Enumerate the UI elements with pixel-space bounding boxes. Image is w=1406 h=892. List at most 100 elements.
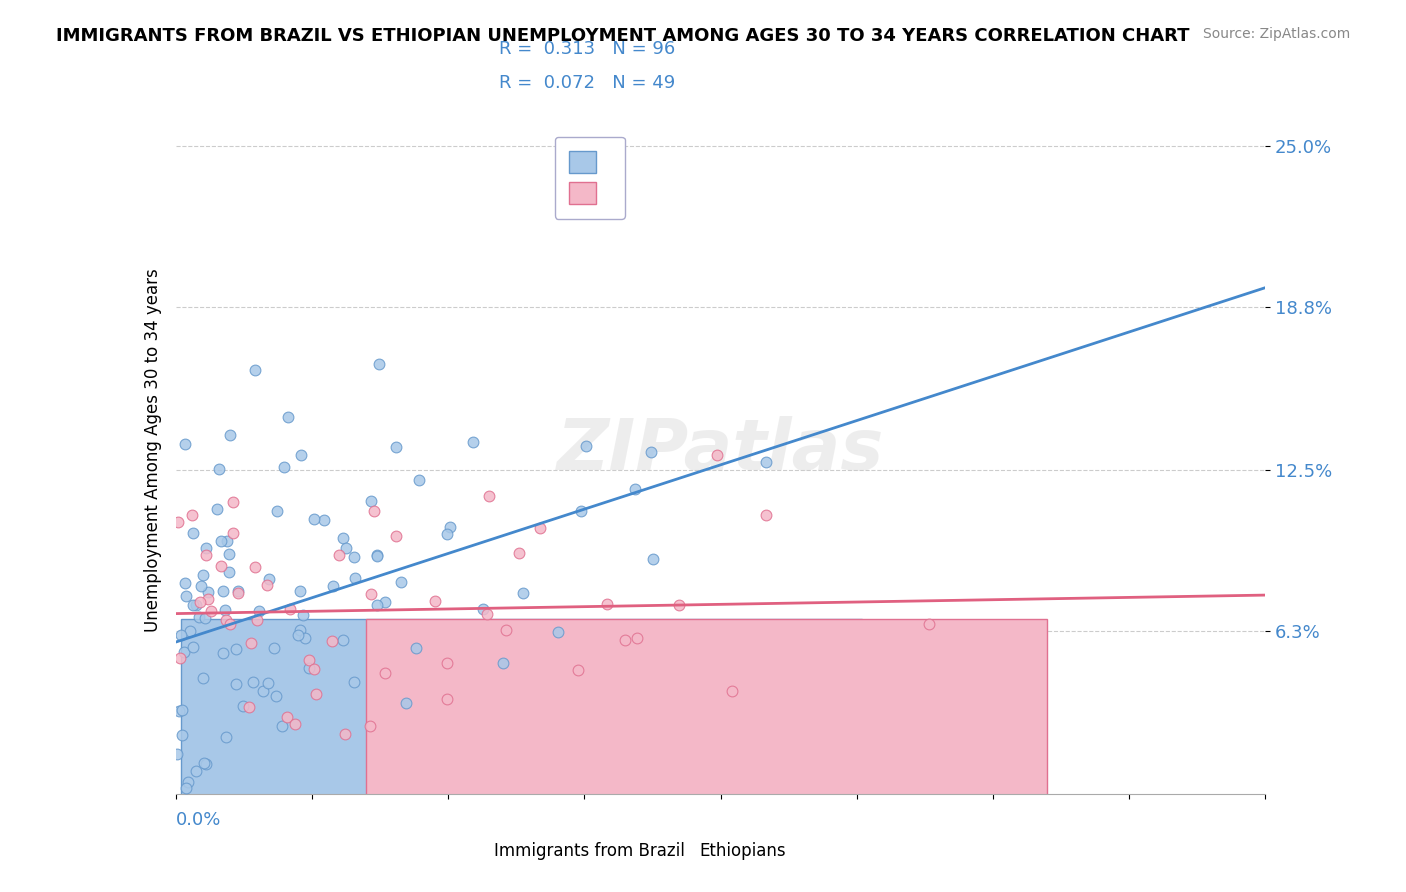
Text: 0.0%: 0.0% — [176, 811, 221, 829]
Ethiopians — [328, 548, 350, 562]
Immigrants from Brazil — [187, 813, 209, 827]
Immigrants from Brazil — [252, 683, 274, 698]
Immigrants from Brazil — [344, 571, 367, 585]
Ethiopians — [475, 607, 498, 621]
Immigrants from Brazil — [366, 549, 388, 563]
Ethiopians — [668, 598, 690, 612]
Immigrants from Brazil — [211, 584, 233, 599]
Immigrants from Brazil — [247, 603, 270, 617]
Ethiopians — [167, 515, 190, 529]
Immigrants from Brazil — [512, 585, 534, 599]
Immigrants from Brazil — [385, 440, 408, 454]
Immigrants from Brazil — [191, 671, 214, 685]
Immigrants from Brazil — [471, 602, 494, 616]
Immigrants from Brazil — [225, 641, 247, 656]
Immigrants from Brazil — [190, 579, 212, 593]
Ethiopians — [200, 605, 222, 619]
Immigrants from Brazil — [215, 534, 238, 549]
Immigrants from Brazil — [271, 719, 294, 733]
Ethiopians — [374, 665, 396, 680]
Ethiopians — [436, 657, 458, 671]
Ethiopians — [240, 636, 263, 650]
Immigrants from Brazil — [194, 541, 217, 555]
Ethiopians — [305, 687, 328, 701]
Ethiopians — [529, 521, 551, 535]
Immigrants from Brazil — [298, 661, 321, 675]
Immigrants from Brazil — [225, 677, 247, 691]
Immigrants from Brazil — [205, 502, 228, 516]
Immigrants from Brazil — [214, 603, 236, 617]
Immigrants from Brazil — [177, 774, 200, 789]
Ethiopians — [614, 633, 637, 648]
Ethiopians — [359, 719, 381, 733]
Immigrants from Brazil — [193, 567, 215, 582]
Immigrants from Brazil — [181, 598, 204, 612]
Immigrants from Brazil — [624, 482, 647, 496]
Ethiopians — [478, 489, 501, 503]
Ethiopians — [298, 653, 321, 667]
Ethiopians — [215, 613, 238, 627]
Immigrants from Brazil — [181, 526, 204, 541]
Immigrants from Brazil — [195, 756, 218, 771]
Immigrants from Brazil — [257, 675, 280, 690]
Text: IMMIGRANTS FROM BRAZIL VS ETHIOPIAN UNEMPLOYMENT AMONG AGES 30 TO 34 YEARS CORRE: IMMIGRANTS FROM BRAZIL VS ETHIOPIAN UNEM… — [56, 27, 1189, 45]
Immigrants from Brazil — [167, 704, 190, 718]
Immigrants from Brazil — [197, 584, 219, 599]
Immigrants from Brazil — [211, 646, 233, 660]
Immigrants from Brazil — [640, 445, 662, 459]
Ethiopians — [256, 578, 278, 592]
Immigrants from Brazil — [166, 747, 188, 761]
Immigrants from Brazil — [395, 696, 418, 710]
Immigrants from Brazil — [228, 813, 250, 827]
Immigrants from Brazil — [287, 627, 309, 641]
Immigrants from Brazil — [292, 608, 315, 623]
Text: ZIPatlas: ZIPatlas — [557, 416, 884, 485]
Immigrants from Brazil — [170, 728, 193, 742]
Immigrants from Brazil — [492, 657, 515, 671]
Immigrants from Brazil — [569, 504, 592, 518]
Immigrants from Brazil — [186, 598, 208, 612]
Ethiopians — [385, 528, 408, 542]
Immigrants from Brazil — [194, 611, 217, 625]
Ethiopians — [246, 614, 269, 628]
Immigrants from Brazil — [179, 624, 201, 639]
Immigrants from Brazil — [173, 576, 195, 591]
Immigrants from Brazil — [257, 572, 280, 586]
Immigrants from Brazil — [174, 589, 197, 603]
Immigrants from Brazil — [242, 674, 264, 689]
Ethiopians — [181, 508, 204, 523]
Ethiopians — [197, 592, 219, 607]
Ethiopians — [595, 597, 617, 611]
Immigrants from Brazil — [405, 640, 427, 655]
Legend: , : , — [554, 136, 626, 219]
Text: Immigrants from Brazil: Immigrants from Brazil — [495, 842, 685, 860]
Immigrants from Brazil — [322, 579, 344, 593]
Immigrants from Brazil — [215, 730, 238, 744]
Ethiopians — [321, 633, 343, 648]
Ethiopians — [211, 558, 233, 573]
Immigrants from Brazil — [186, 764, 208, 779]
Immigrants from Brazil — [366, 548, 388, 562]
Immigrants from Brazil — [219, 427, 242, 442]
FancyBboxPatch shape — [367, 619, 1047, 892]
Ethiopians — [284, 717, 307, 731]
Immigrants from Brazil — [389, 574, 412, 589]
Immigrants from Brazil — [755, 455, 778, 469]
Ethiopians — [222, 526, 245, 541]
Immigrants from Brazil — [174, 437, 197, 451]
Text: R =  0.313   N = 96: R = 0.313 N = 96 — [499, 40, 675, 58]
Immigrants from Brazil — [332, 531, 354, 545]
Immigrants from Brazil — [288, 583, 311, 598]
Immigrants from Brazil — [439, 519, 461, 533]
Immigrants from Brazil — [273, 459, 295, 474]
Ethiopians — [495, 623, 517, 637]
Immigrants from Brazil — [208, 461, 231, 475]
Immigrants from Brazil — [173, 645, 195, 659]
Ethiopians — [245, 560, 267, 574]
Ethiopians — [360, 587, 382, 601]
Immigrants from Brazil — [332, 633, 354, 648]
Ethiopians — [335, 727, 357, 741]
Immigrants from Brazil — [232, 698, 254, 713]
Immigrants from Brazil — [294, 631, 316, 645]
Immigrants from Brazil — [264, 689, 287, 703]
